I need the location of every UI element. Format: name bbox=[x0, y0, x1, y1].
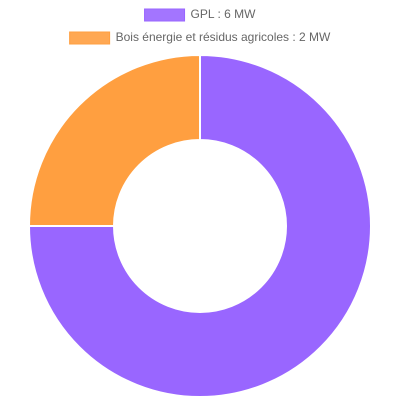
slice bbox=[27, 53, 372, 398]
legend-swatch[interactable] bbox=[69, 31, 111, 45]
slice bbox=[27, 53, 201, 227]
legend-label: GPL : 6 MW bbox=[191, 7, 257, 21]
legend-label: Bois énergie et résidus agricoles : 2 MW bbox=[116, 30, 331, 44]
legend-swatch[interactable] bbox=[144, 8, 186, 22]
